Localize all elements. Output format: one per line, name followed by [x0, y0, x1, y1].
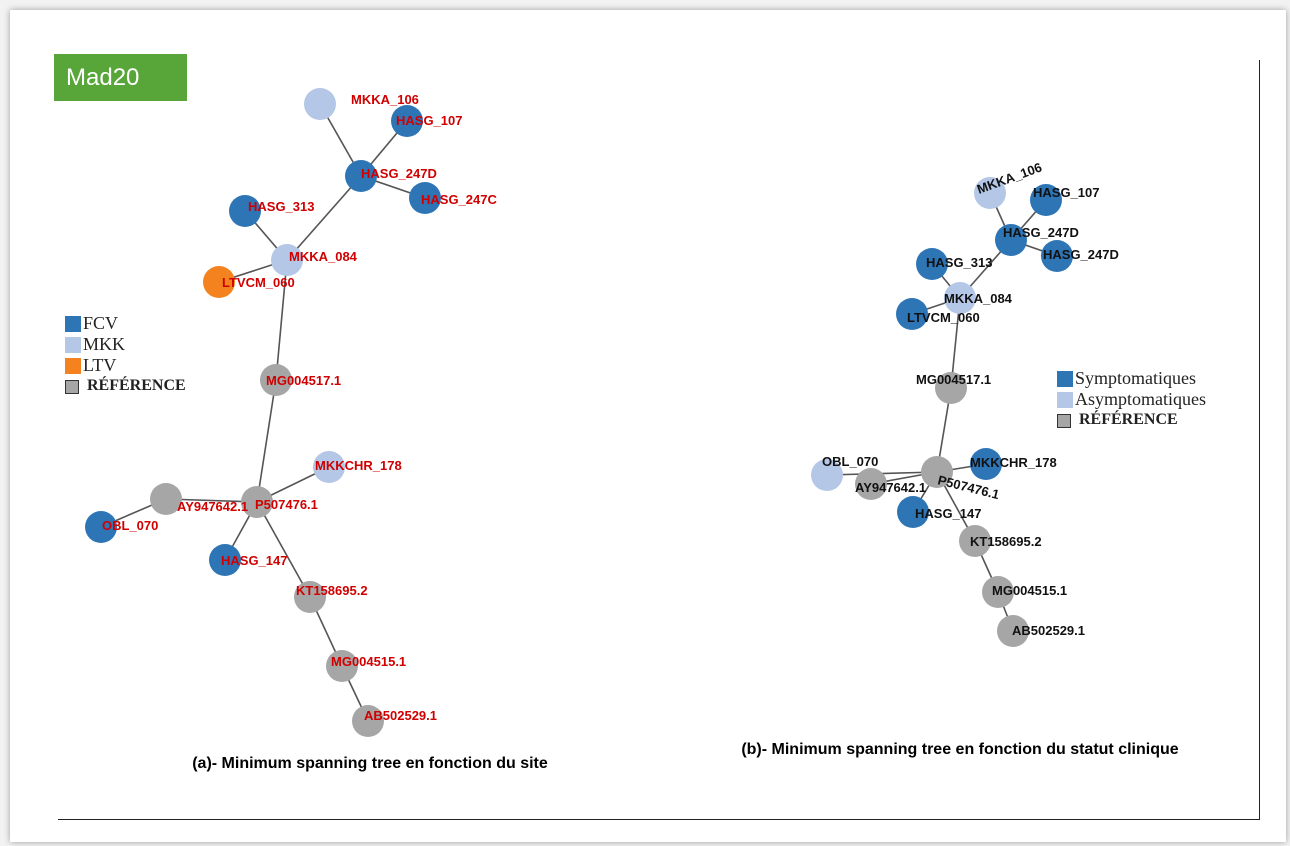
tree-a-label-hasg-247c: HASG_247C [421, 192, 497, 207]
tree-b-label-ltvcm-060: LTVCM_060 [907, 310, 980, 325]
tree-a-node-hasg-247d [345, 160, 377, 192]
tree-a-node-ay947642-1 [150, 483, 182, 515]
figure-page [10, 10, 1286, 842]
tree-b-label-obl-070: OBL_070 [822, 454, 878, 469]
tree-b-node-hasg-247d-2 [1041, 240, 1073, 272]
tree-b-node-mkka-106 [974, 177, 1006, 209]
tree-a-label-ltvcm-060: LTVCM_060 [222, 275, 295, 290]
tree-b-label-hasg-147: HASG_147 [915, 506, 981, 521]
tree-a-label-mg004515-1: MG004515.1 [331, 654, 406, 669]
tree-a-edge-p507476-1-kt158695-2 [256, 501, 311, 598]
legend-b-label-r-f-rence: RÉFÉRENCE [1079, 411, 1178, 428]
tree-b-node-ay947642-1 [855, 468, 887, 500]
tree-b-node-hasg-313 [916, 248, 948, 280]
legend-b-label-asymptomatiques: Asymptomatiques [1075, 389, 1206, 409]
tree-a-label-hasg-313: HASG_313 [248, 199, 314, 214]
tree-b-node-p507476-1 [921, 456, 953, 488]
tree-a-label-hasg-107: HASG_107 [396, 113, 462, 128]
tree-b-label-mg004517-1: MG004517.1 [916, 372, 991, 387]
legend-a-label-r-f-rence: RÉFÉRENCE [87, 377, 186, 394]
tree-b-node-mkka-084 [944, 282, 976, 314]
tree-a-nodes [85, 88, 441, 737]
tree-b-label-hasg-247d: HASG_247D [1003, 225, 1079, 240]
tree-b-label-mg004515-1: MG004515.1 [992, 583, 1067, 598]
caption-tree-a: (a)- Minimum spanning tree en fonction d… [192, 755, 548, 772]
tree-a-label-mkka-084: MKKA_084 [289, 249, 358, 264]
tree-b-label-hasg-247d-2: HASG_247D [1043, 247, 1119, 262]
tree-a-edges [100, 103, 426, 722]
tree-b-node-mg004517-1 [935, 372, 967, 404]
legend-a-swatch-mkk [65, 337, 81, 353]
tree-a-label-mkka-106: MKKA_106 [351, 92, 419, 107]
tree-a-node-ab502529-1 [352, 705, 384, 737]
tree-b-label-mkkchr-178: MKKCHR_178 [970, 455, 1057, 470]
tree-a-node-hasg-247c [409, 182, 441, 214]
tree-b-node-kt158695-2 [959, 525, 991, 557]
tree-b-node-mg004515-1 [982, 576, 1014, 608]
tree-a-node-hasg-107 [391, 105, 423, 137]
legend-b-swatch-r-f-rence [1057, 414, 1071, 428]
tree-a-label-obl-070: OBL_070 [102, 518, 158, 533]
tree-a-label-mg004517-1: MG004517.1 [266, 373, 341, 388]
legend-b-swatch-asymptomatiques [1057, 392, 1073, 408]
tree-b-label-kt158695-2: KT158695.2 [970, 534, 1042, 549]
tree-a-edge-mg004517-1-p507476-1 [256, 379, 277, 503]
tree-a-label-p507476-1: P507476.1 [255, 497, 318, 512]
tree-b-nodes [811, 177, 1073, 647]
tree-b-node-hasg-247d [995, 224, 1027, 256]
tree-a-node-hasg-313 [229, 195, 261, 227]
tree-b-node-mkkchr-178 [970, 448, 1002, 480]
tree-a-node-ltvcm-060 [203, 266, 235, 298]
tree-a-label-mkkchr-178: MKKCHR_178 [315, 458, 402, 473]
mad20-badge: Mad20 [54, 54, 187, 101]
tree-a-node-mkka-106 [304, 88, 336, 120]
tree-a-edge-hasg-247d-mkka-084 [286, 175, 362, 261]
tree-b-node-ab502529-1 [997, 615, 1029, 647]
caption-tree-b: (b)- Minimum spanning tree en fonction d… [741, 741, 1179, 758]
tree-a-label-ay947642-1: AY947642.1 [177, 499, 248, 514]
legend-a-swatch-r-f-rence [65, 380, 79, 394]
tree-b-label-hasg-107: HASG_107 [1033, 185, 1099, 200]
tree-b-node-obl-070 [811, 459, 843, 491]
tree-a-label-kt158695-2: KT158695.2 [296, 583, 368, 598]
legend-a-label-fcv: FCV [83, 313, 119, 333]
tree-a-node-mkkchr-178 [313, 451, 345, 483]
legend-b-swatch-symptomatiques [1057, 371, 1073, 387]
tree-b-node-hasg-147 [897, 496, 929, 528]
tree-a-node-p507476-1 [241, 486, 273, 518]
tree-a-node-hasg-147 [209, 544, 241, 576]
legend-b-label-symptomatiques: Symptomatiques [1075, 368, 1196, 388]
legend-a-swatch-fcv [65, 316, 81, 332]
tree-a-labels: MKKA_106 HASG_107 HASG_247D HASG_247C HASG_3… [102, 92, 497, 723]
tree-b-label-ab502529-1: AB502529.1 [1012, 623, 1085, 638]
tree-a-node-mg004515-1 [326, 650, 358, 682]
tree-a-node-obl-070 [85, 511, 117, 543]
tree-b-label-hasg-313: HASG_313 [926, 255, 992, 270]
tree-a-node-mg004517-1 [260, 364, 292, 396]
tree-a-node-kt158695-2 [294, 581, 326, 613]
tree-b-label-mkka-084: MKKA_084 [944, 291, 1013, 306]
tree-b-label-ay947642-1: AY947642.1 [855, 480, 926, 495]
tree-a-label-hasg-147: HASG_147 [221, 553, 287, 568]
tree-b-node-hasg-107 [1030, 184, 1062, 216]
legend-a-label-mkk: MKK [83, 334, 126, 354]
frame-right-border [1259, 60, 1260, 820]
tree-a-edge-mkka-084-mg004517-1 [275, 259, 288, 381]
tree-b-labels: MKKA_106HASG_107HASG_247DHASG_247DHASG_3… [822, 159, 1119, 638]
tree-b-node-ltvcm-060 [896, 298, 928, 330]
tree-a-node-mkka-084 [271, 244, 303, 276]
legend-a-swatch-ltv [65, 358, 81, 374]
tree-a-label-ab502529-1: AB502529.1 [364, 708, 437, 723]
legend-a-label-ltv: LTV [83, 355, 117, 375]
frame-bottom-border [58, 819, 1260, 820]
tree-a-label-hasg-247d: HASG_247D [361, 166, 437, 181]
